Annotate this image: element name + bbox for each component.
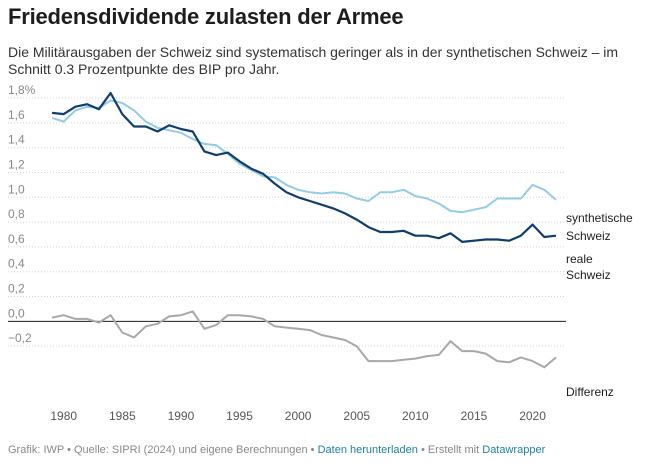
y-tick-label: 0,4	[8, 257, 25, 271]
x-tick-label: 1995	[226, 409, 253, 423]
footer-source: Grafik: IWP • Quelle: SIPRI (2024) und e…	[8, 444, 315, 456]
x-tick-label: 1990	[168, 409, 195, 423]
series-label: Schweiz	[566, 268, 611, 282]
x-tick-label: 2000	[285, 409, 312, 423]
x-tick-label: 2010	[402, 409, 429, 423]
x-axis: 1980 1985 1990 1995 2000 2005 2010 2015 2020	[50, 409, 546, 423]
series-line-synthetische-schweiz	[51, 99, 557, 214]
footer-created: • Erstellt mit	[420, 444, 480, 456]
y-tick-label: 1,6	[8, 108, 25, 122]
series-label: synthetische	[566, 211, 633, 225]
y-tick-label: 1,2	[8, 157, 25, 171]
chart-subtitle: Die Militärausgaben der Schweiz sind sys…	[8, 44, 619, 77]
series-label: Schweiz	[566, 229, 611, 243]
y-axis: 1,8% 1,6 1,4 1,2 1,0 0,8 0,6 0,4 0,2 0,0 −0,2	[8, 83, 36, 345]
series-line-reale-schweiz	[51, 91, 557, 243]
y-tick-label: 0,8	[8, 207, 25, 221]
series-label: Differenz	[566, 385, 614, 399]
y-tick-label: 1,8%	[8, 83, 36, 97]
y-tick-label: 1,0	[8, 182, 25, 196]
x-tick-label: 2015	[461, 409, 488, 423]
y-tick-label: 0,6	[8, 232, 25, 246]
series-label: reale	[566, 252, 593, 266]
series-labels: synthetische Schweiz reale Schweiz Differenz	[566, 211, 633, 399]
y-tick-label: 1,4	[8, 133, 25, 147]
y-tick-label: 0,0	[8, 306, 25, 320]
y-tick-label: 0,2	[8, 282, 25, 296]
download-data-link[interactable]: Daten herunterladen	[317, 444, 418, 456]
chart-title: Friedensdividende zulasten der Armee	[8, 4, 404, 29]
datawrapper-link[interactable]: Datawrapper	[482, 444, 546, 456]
series-line-differenz	[51, 310, 557, 369]
line-chart: 1,8% 1,6 1,4 1,2 1,0 0,8 0,6 0,4 0,2 0,0 −0,2 1980…	[8, 83, 633, 423]
x-tick-label: 2020	[519, 409, 546, 423]
x-tick-label: 1980	[50, 409, 77, 423]
x-tick-label: 2005	[343, 409, 370, 423]
y-tick-label: −0,2	[8, 331, 32, 345]
grid-lines	[8, 97, 566, 347]
series-lines	[51, 91, 557, 369]
x-tick-label: 1985	[109, 409, 136, 423]
footer: Grafik: IWP • Quelle: SIPRI (2024) und e…	[8, 444, 545, 456]
